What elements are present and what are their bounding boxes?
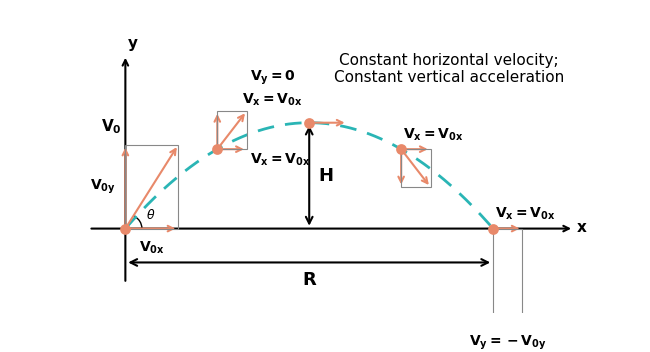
Text: $\mathbf{x}$: $\mathbf{x}$ <box>576 220 588 235</box>
Text: $\mathbf{V_{0x}}$: $\mathbf{V_{0x}}$ <box>139 239 164 256</box>
Text: $\mathbf{V_x = V_{0x}}$: $\mathbf{V_x = V_{0x}}$ <box>403 126 463 143</box>
Text: $\theta$: $\theta$ <box>146 208 155 222</box>
Text: $\mathbf{V_y = 0}$: $\mathbf{V_y = 0}$ <box>250 68 295 87</box>
Point <box>212 146 222 152</box>
Point <box>488 226 499 231</box>
Text: $\mathbf{R}$: $\mathbf{R}$ <box>302 271 317 289</box>
Text: $\mathbf{V_x = V_{0x}}$: $\mathbf{V_x = V_{0x}}$ <box>495 206 555 222</box>
Text: $\mathbf{H}$: $\mathbf{H}$ <box>318 166 334 185</box>
Point <box>396 146 406 152</box>
Point <box>120 226 131 231</box>
Text: $\mathbf{V_x = V_{0x}}$: $\mathbf{V_x = V_{0x}}$ <box>242 92 303 108</box>
Text: Constant vertical acceleration: Constant vertical acceleration <box>334 70 564 85</box>
Text: $\mathbf{V_0}$: $\mathbf{V_0}$ <box>101 118 122 136</box>
Text: $\mathbf{V_y = -V_{0y}}$: $\mathbf{V_y = -V_{0y}}$ <box>469 334 547 352</box>
Point <box>304 120 315 126</box>
Text: $\mathbf{V_x = V_{0x}}$: $\mathbf{V_x = V_{0x}}$ <box>250 151 311 168</box>
Text: Constant horizontal velocity;: Constant horizontal velocity; <box>339 53 559 68</box>
Text: $\mathbf{V_{0y}}$: $\mathbf{V_{0y}}$ <box>90 177 116 196</box>
Text: $\mathbf{y}$: $\mathbf{y}$ <box>127 37 139 53</box>
